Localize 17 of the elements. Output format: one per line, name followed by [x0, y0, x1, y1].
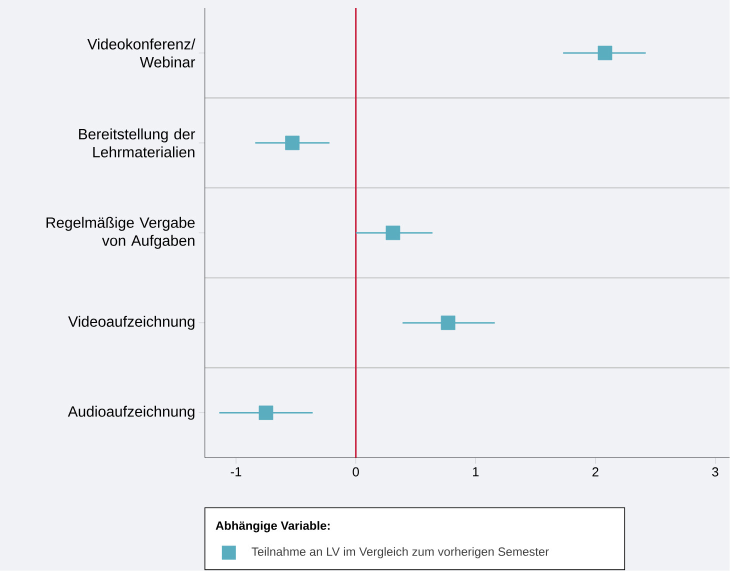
legend-title: Abhängige Variable: [216, 521, 330, 532]
x-tick-label: 2 [592, 467, 598, 477]
x-tick-label: 0 [352, 467, 359, 477]
point [440, 316, 456, 330]
point [386, 226, 400, 240]
x-tick-label: 1 [473, 467, 479, 476]
y-tick-label: Videoaufzeichnung [68, 316, 194, 330]
point [598, 46, 612, 60]
y-tick-label: Videokonferenz/ Webinar [87, 38, 196, 68]
x-tick-label: -1 [230, 467, 242, 476]
x-tick-label: 3 [712, 467, 718, 477]
point [285, 136, 300, 150]
point [258, 406, 274, 420]
y-tick-label: Audioaufzeichnung [68, 406, 194, 420]
legend-label: Teilnahme an LV im Vergleich zum vorherigen Semester [252, 547, 549, 558]
y-tick-label: Bereitstellung der Lehrmaterialien [79, 128, 196, 158]
y-tick-label: Regelmäßige Vergabe von Aufgaben [46, 217, 195, 250]
